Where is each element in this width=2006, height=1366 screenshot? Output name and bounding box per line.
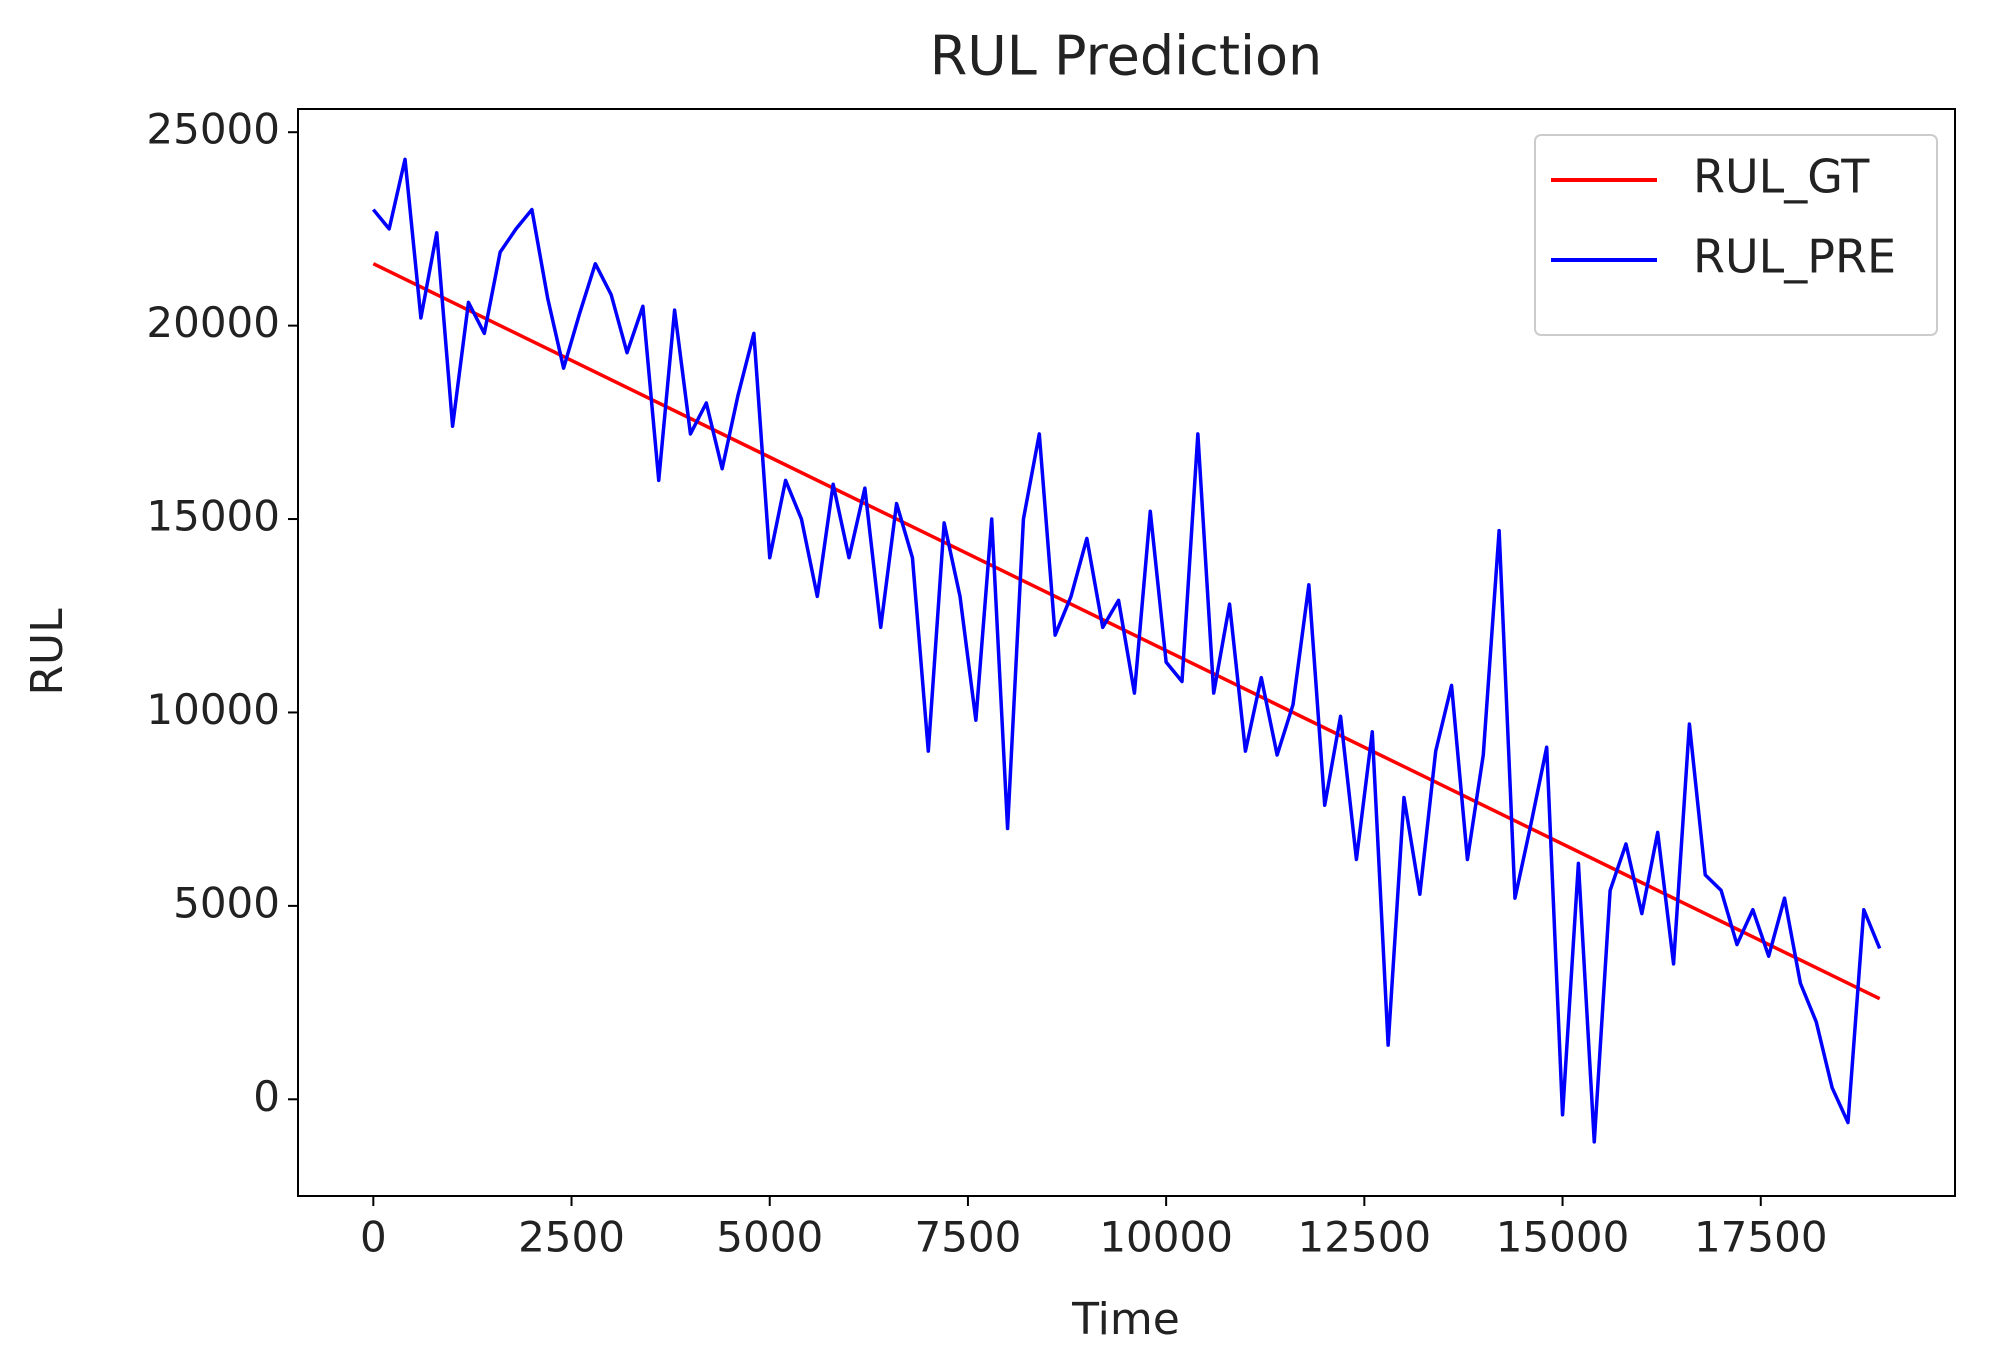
x-tick-label: 0: [360, 1213, 387, 1262]
x-tick-label: 2500: [518, 1213, 625, 1262]
plot-frame: [297, 108, 1956, 1197]
legend-box: [1534, 134, 1938, 336]
legend-label: RUL_GT: [1693, 150, 1870, 204]
series-line: [372, 262, 1881, 1001]
y-tick-label: 10000: [146, 685, 280, 734]
series-line: [371, 157, 1882, 1144]
y-tick-label: 25000: [146, 105, 280, 154]
x-tick-label: 17500: [1694, 1213, 1828, 1262]
y-axis-label: RUL: [22, 608, 73, 696]
y-tick-label: 20000: [146, 298, 280, 347]
y-tick-label: 5000: [173, 878, 280, 927]
x-tick-label: 10000: [1099, 1213, 1233, 1262]
legend: RUL_GT RUL_PRE: [1534, 134, 1938, 336]
y-tick-label: 0: [253, 1072, 280, 1121]
x-tick-label: 7500: [914, 1213, 1021, 1262]
x-tick-label: 15000: [1496, 1213, 1630, 1262]
chart-title: RUL Prediction: [930, 25, 1323, 88]
legend-label: RUL_PRE: [1693, 230, 1896, 284]
x-tick-label: 12500: [1298, 1213, 1432, 1262]
x-axis-label: Time: [1071, 1294, 1180, 1345]
y-tick-label: 15000: [146, 492, 280, 541]
x-tick-label: 5000: [716, 1213, 823, 1262]
